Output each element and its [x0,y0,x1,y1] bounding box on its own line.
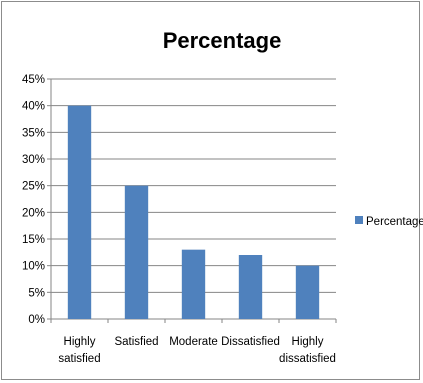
y-tick-label: 20% [22,207,45,219]
y-tick-label: 10% [22,261,45,273]
y-tick-label: 5% [28,287,45,299]
y-tick-label: 15% [22,234,45,246]
y-tick-label: 35% [22,127,45,139]
bar [239,255,262,319]
bar [182,250,205,319]
y-tick-label: 25% [22,181,45,193]
x-category-label: Dissatisfied [221,336,280,348]
x-category-label: Highly [292,336,324,348]
legend-swatch [355,216,363,224]
y-tick-label: 45% [22,74,45,86]
bar [68,106,91,319]
bar [296,266,319,319]
y-tick-label: 40% [22,101,45,113]
x-category-label: Satisfied [114,336,158,348]
y-tick-label: 0% [28,314,45,326]
x-category-label: satisfied [58,353,100,365]
chart-title: Percentage [163,28,282,53]
bar [125,186,148,319]
legend: Percentage [355,216,423,228]
x-category-label: Moderate [169,336,218,348]
legend-label: Percentage [366,216,423,228]
x-category-label: Highly [64,336,96,348]
x-category-label: dissatisfied [279,353,336,365]
y-tick-label: 30% [22,154,45,166]
